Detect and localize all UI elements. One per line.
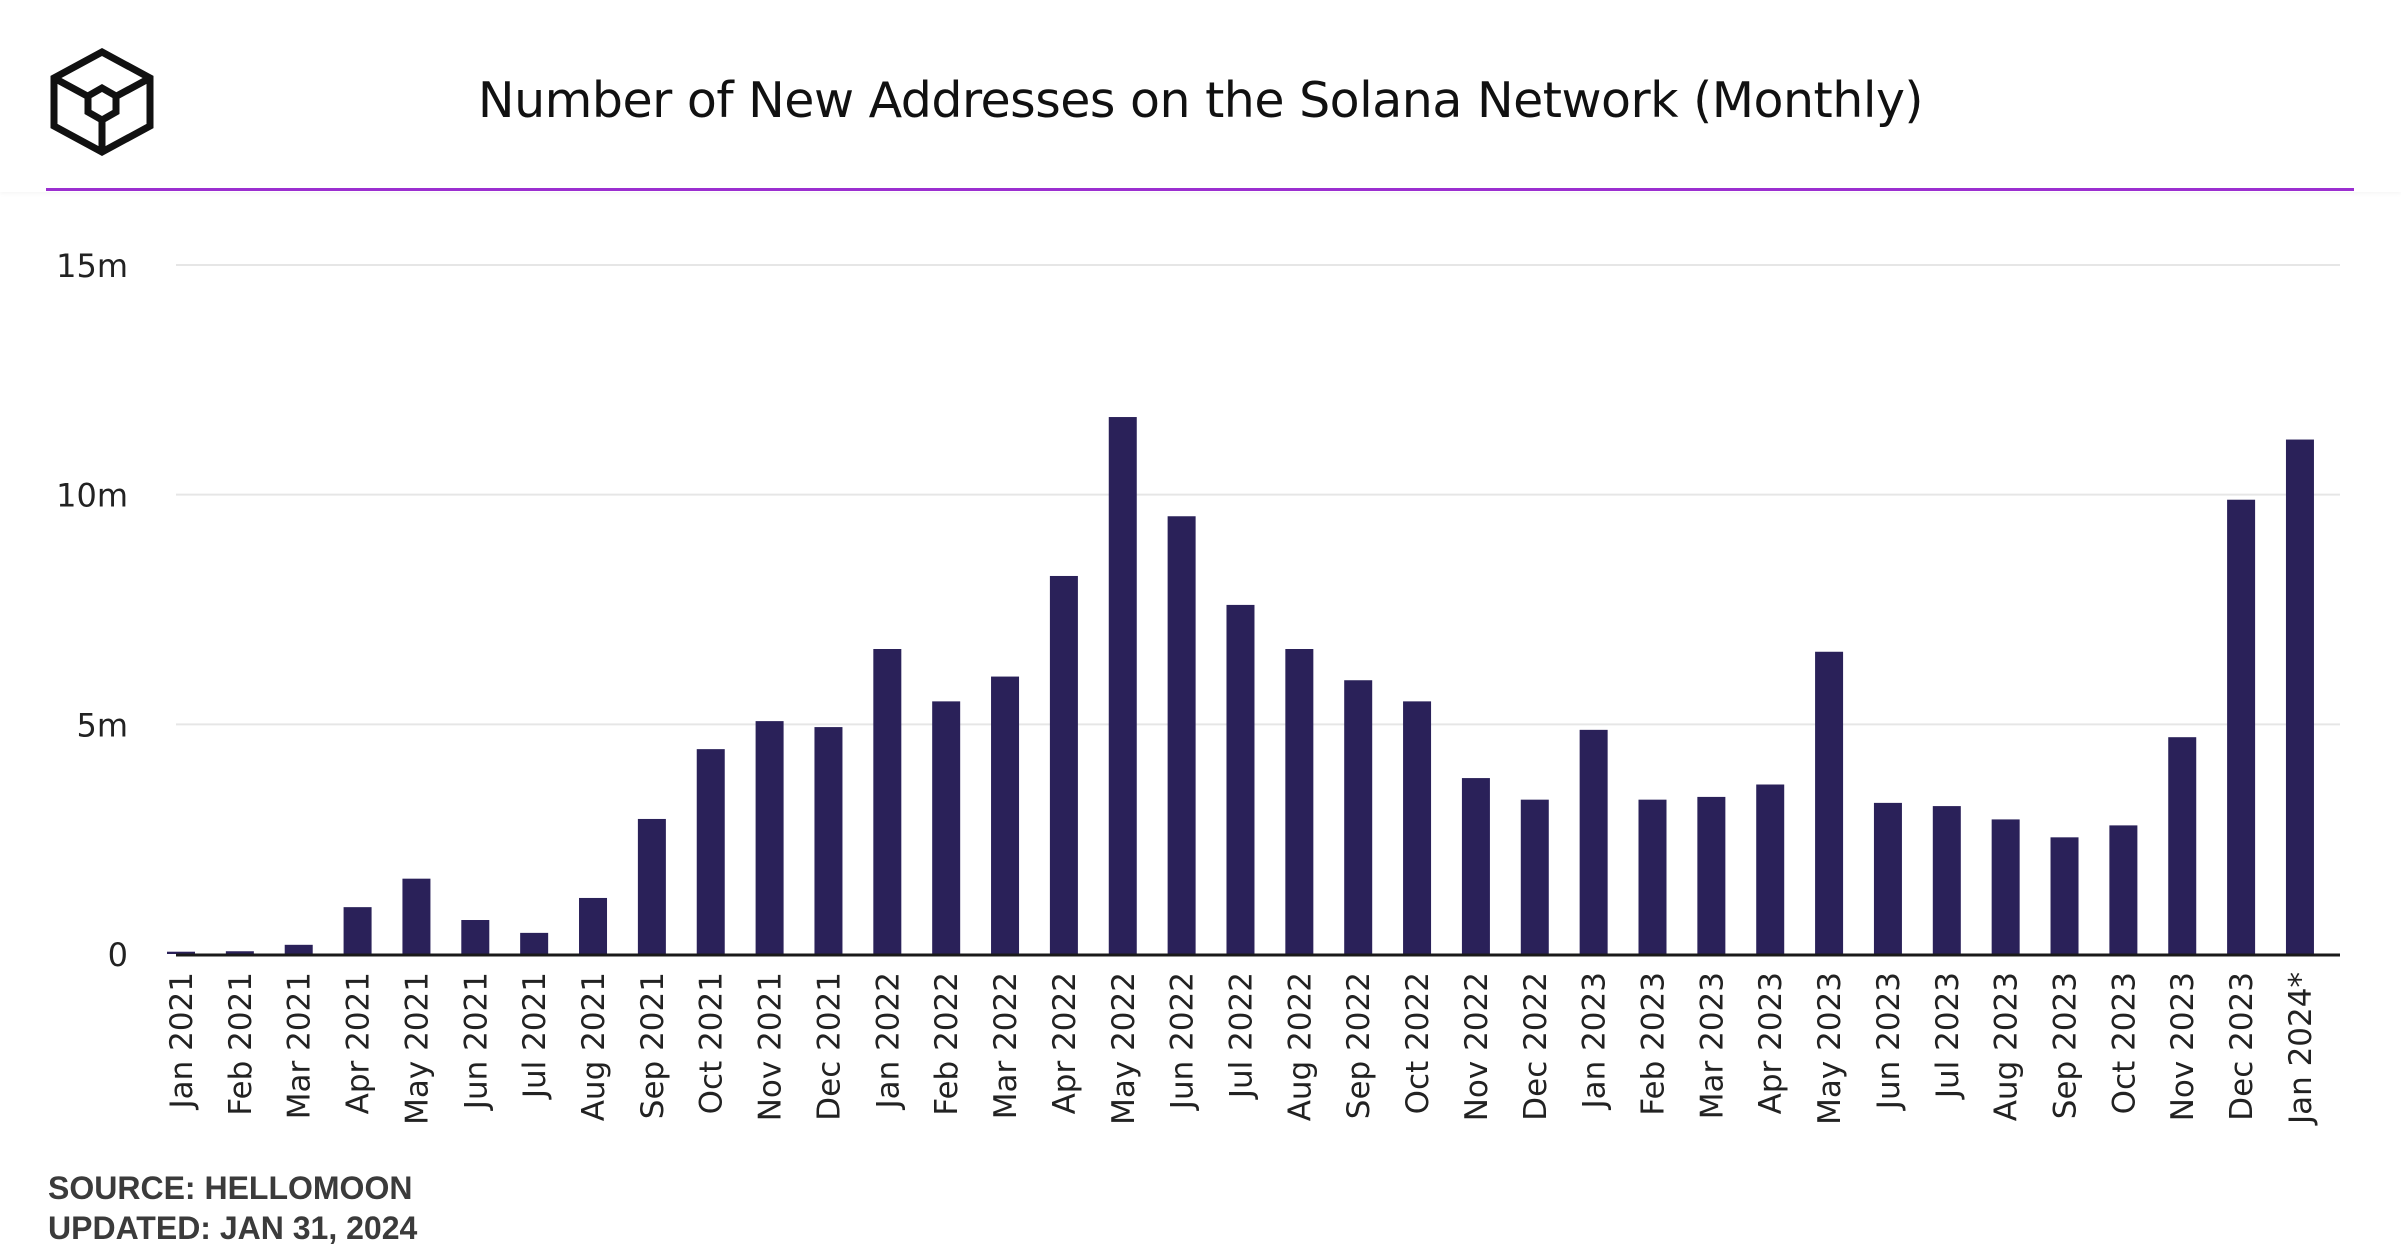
x-tick-label: Sep 2023	[2048, 972, 2084, 1119]
x-tick-label: Jan 2021	[164, 972, 200, 1111]
bar	[1991, 819, 2020, 954]
bar	[1285, 649, 1314, 954]
bar	[225, 951, 254, 954]
x-tick-label: Mar 2022	[988, 972, 1024, 1119]
chart-header: Number of New Addresses on the Solana Ne…	[0, 0, 2401, 192]
bar	[814, 727, 843, 954]
bar-chart: 0 5m 10m 15m Jan 2021 Feb 2021 Mar 2021 Apr 202…	[56, 247, 2340, 1126]
bar	[2285, 439, 2314, 955]
source-note: SOURCE: HELLOMOON	[48, 1170, 413, 1206]
bar	[1932, 806, 1961, 954]
bar	[755, 721, 784, 954]
x-tick-label: Apr 2022	[1047, 972, 1083, 1114]
bar	[1520, 799, 1549, 954]
x-tick-label: Dec 2023	[2224, 972, 2260, 1121]
bar	[696, 749, 725, 954]
y-tick-label: 0	[108, 936, 128, 974]
bar	[579, 897, 608, 954]
bar	[402, 878, 431, 954]
bar	[1638, 799, 1667, 954]
y-tick-label: 10m	[56, 477, 128, 515]
x-tick-label: Jun 2023	[1871, 972, 1907, 1111]
bar	[1873, 802, 1902, 954]
x-tick-label: Jun 2021	[458, 972, 494, 1111]
bar	[1344, 680, 1373, 954]
bar	[1697, 796, 1726, 954]
bar	[1756, 784, 1785, 954]
x-tick-label: Nov 2022	[1459, 972, 1495, 1121]
bar	[343, 907, 372, 954]
bar	[991, 676, 1020, 954]
x-tick-label: Sep 2021	[635, 972, 671, 1119]
bar	[1049, 575, 1078, 954]
x-tick-label: Apr 2023	[1753, 972, 1789, 1114]
title-divider	[46, 188, 2354, 191]
x-tick-label: Jan 2024*	[2283, 972, 2319, 1126]
x-tick-label: Feb 2023	[1636, 972, 1672, 1116]
x-tick-label: Sep 2022	[1341, 972, 1377, 1119]
x-tick-label: Apr 2021	[341, 972, 377, 1114]
x-tick-label: May 2023	[1812, 972, 1848, 1125]
x-tick-label: Jul 2022	[1223, 972, 1259, 1100]
bar	[284, 944, 313, 954]
bar	[2109, 825, 2138, 954]
bar	[1167, 516, 1196, 954]
x-tick-label: Jul 2023	[1930, 972, 1966, 1100]
bar	[461, 920, 490, 954]
bar	[1579, 729, 1608, 954]
x-tick-label: Dec 2021	[811, 972, 847, 1121]
x-tick-label: Mar 2021	[282, 972, 318, 1119]
x-tick-label: Oct 2021	[694, 972, 730, 1114]
x-tick-label: Jul 2021	[517, 972, 553, 1100]
y-tick-label: 5m	[76, 706, 128, 744]
bar	[1403, 701, 1432, 954]
x-tick-label: Jan 2022	[870, 972, 906, 1111]
bar	[1461, 778, 1490, 954]
x-tick-label: May 2021	[399, 972, 435, 1125]
bar	[167, 951, 195, 954]
chart-area: 0 5m 10m 15m Jan 2021 Feb 2021 Mar 2021 Apr 202…	[0, 192, 2401, 1192]
bar	[932, 701, 961, 954]
chart-footer: SOURCE: HELLOMOON UPDATED: JAN 31, 2024	[48, 1168, 417, 1248]
bar	[637, 818, 666, 954]
x-tick-label: Oct 2022	[1400, 972, 1436, 1114]
bar	[1815, 651, 1844, 954]
x-tick-label: Dec 2022	[1518, 972, 1554, 1121]
x-tick-label: Mar 2023	[1694, 972, 1730, 1119]
bar	[2227, 499, 2256, 954]
x-tick-label: Feb 2022	[929, 972, 965, 1116]
x-tick-label: Aug 2021	[576, 972, 612, 1121]
x-tick-label: Aug 2022	[1282, 972, 1318, 1121]
x-tick-label: Feb 2021	[223, 972, 259, 1116]
x-tick-label: Aug 2023	[1989, 972, 2025, 1121]
bar	[2050, 837, 2079, 954]
x-tick-label: Nov 2021	[753, 972, 789, 1121]
bar	[520, 932, 549, 954]
bar	[1108, 417, 1137, 955]
bar	[1226, 604, 1255, 954]
updated-note: UPDATED: JAN 31, 2024	[48, 1210, 418, 1246]
x-tick-label: May 2022	[1106, 972, 1142, 1125]
y-tick-label: 15m	[56, 247, 128, 285]
x-tick-label: Jan 2023	[1577, 972, 1613, 1111]
chart-title: Number of New Addresses on the Solana Ne…	[477, 72, 1924, 129]
x-tick-label: Jun 2022	[1165, 972, 1201, 1111]
bar	[2168, 737, 2197, 954]
bar	[873, 649, 902, 954]
x-tick-label: Nov 2023	[2165, 972, 2201, 1121]
x-tick-label: Oct 2023	[2106, 972, 2142, 1114]
cube-logo-icon	[50, 48, 154, 156]
